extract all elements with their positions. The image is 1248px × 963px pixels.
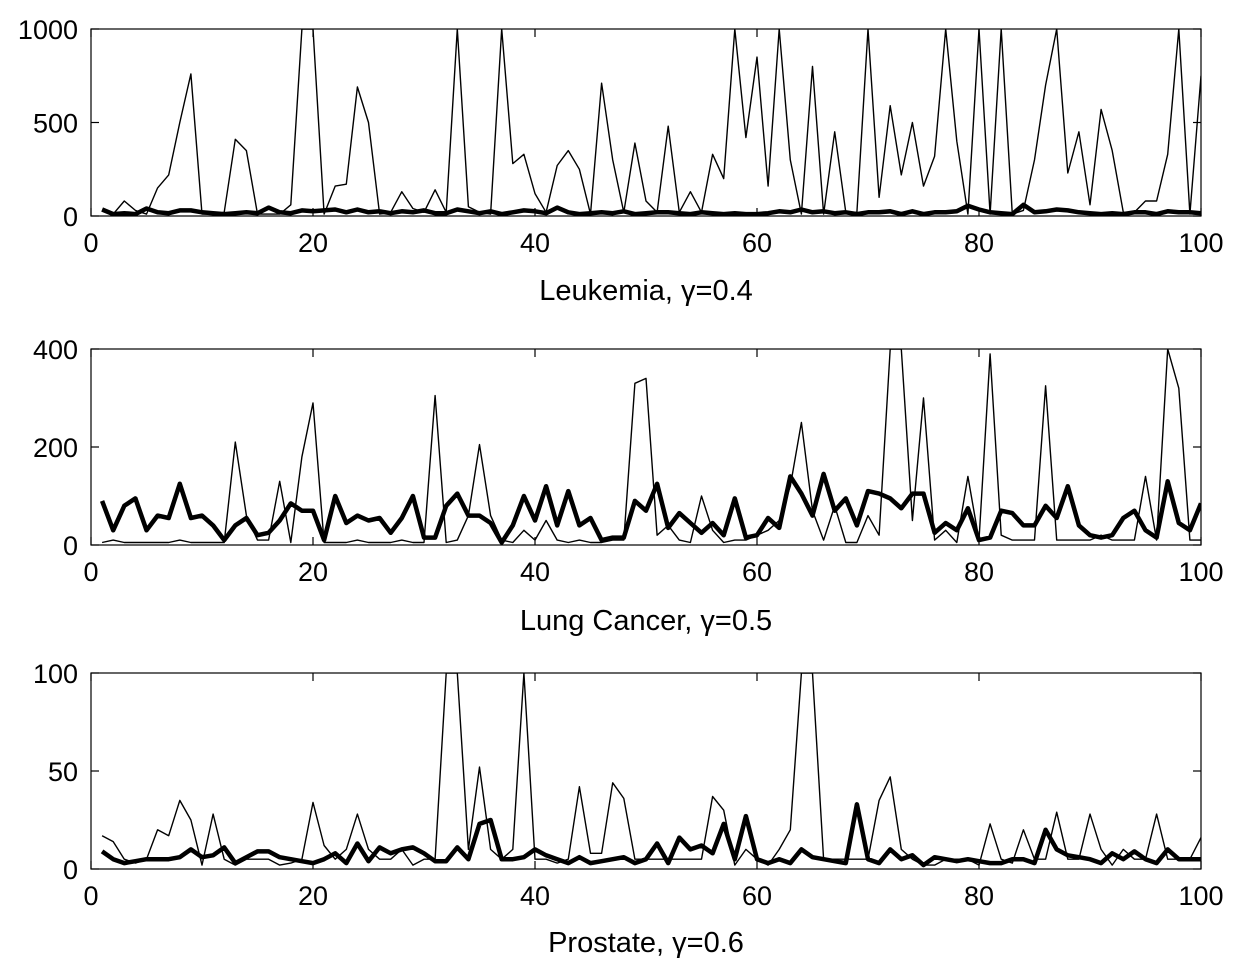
x-tick-label: 0: [83, 557, 98, 587]
x-tick-label: 0: [83, 881, 98, 911]
x-tick-label: 40: [520, 881, 550, 911]
y-tick-label: 100: [33, 659, 78, 689]
series-line-thick: [100, 802, 1201, 868]
x-tick-label: 60: [742, 228, 772, 258]
series-line-thin: [101, 349, 1201, 544]
x-tick-label: 80: [964, 228, 994, 258]
y-tick-label: 0: [63, 202, 78, 232]
y-tick-label: 500: [33, 109, 78, 139]
x-tick-label: 60: [742, 557, 772, 587]
series-line-thick: [101, 202, 1201, 216]
x-tick-label: 80: [964, 881, 994, 911]
x-tick-label: 40: [520, 557, 550, 587]
x-tick-label: 40: [520, 228, 550, 258]
x-axis-label: Leukemia, γ=0.4: [539, 275, 753, 307]
chart-panel-3: 0 20 40 60 80 100 0 50 100 Prostate, γ=0.6: [33, 659, 1224, 959]
series-line-thin: [101, 673, 1201, 866]
x-tick-label: 20: [298, 557, 328, 587]
y-tick-label: 1000: [18, 15, 78, 45]
series-line-thick: [99, 471, 1201, 545]
y-tick-label: 200: [33, 433, 78, 463]
series-line-thin: [101, 29, 1201, 215]
y-tick-label: 0: [63, 855, 78, 885]
x-tick-label: 0: [83, 228, 98, 258]
chart-panel-2: 0 20 40 60 80 100 0 200 400 Lung Cancer, γ=0.5: [33, 335, 1224, 637]
x-tick-label: 80: [964, 557, 994, 587]
x-tick-label: 60: [742, 881, 772, 911]
x-axis-label: Prostate, γ=0.6: [548, 927, 744, 959]
x-tick-label: 100: [1178, 881, 1223, 911]
x-tick-label: 20: [298, 881, 328, 911]
x-axis-label: Lung Cancer, γ=0.5: [520, 605, 772, 637]
y-tick-label: 400: [33, 335, 78, 365]
y-tick-label: 0: [63, 531, 78, 561]
axes-frame: [90, 28, 1202, 217]
x-tick-label: 100: [1178, 557, 1223, 587]
x-tick-label: 100: [1178, 228, 1223, 258]
axes-frame: [90, 672, 1202, 870]
x-tick-label: 20: [298, 228, 328, 258]
y-tick-label: 50: [48, 757, 78, 787]
